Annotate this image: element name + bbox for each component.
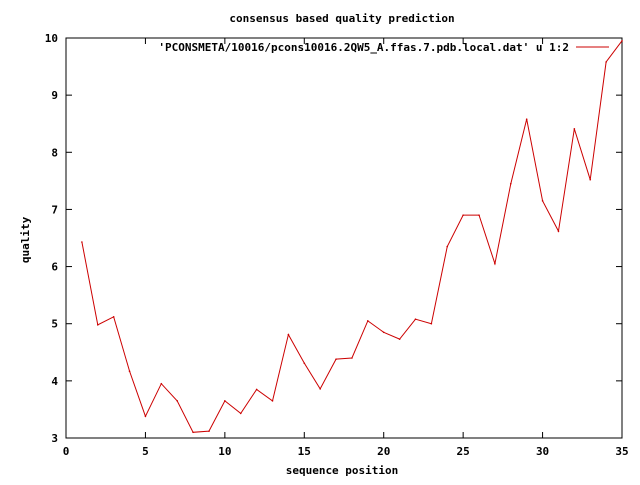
data-point: [208, 430, 210, 432]
series-line: [81, 40, 623, 433]
y-tick-label: 3: [51, 432, 58, 445]
data-point: [128, 370, 131, 372]
data-point: [160, 382, 163, 385]
x-tick-label: 10: [218, 445, 231, 458]
data-point: [573, 128, 576, 130]
data-point: [81, 241, 83, 243]
data-point: [557, 230, 560, 232]
axis-ticks: 0 5 10 15 20 25 30 35 3 4 5 6 7 8 9 10: [45, 32, 629, 458]
y-tick-label: 8: [51, 146, 58, 159]
data-point: [287, 333, 290, 336]
data-point: [462, 214, 464, 216]
y-tick-label: 9: [51, 89, 58, 102]
data-point: [112, 316, 115, 318]
data-point: [319, 388, 321, 390]
data-point: [239, 412, 242, 415]
legend-series-label: 'PCONSMETA/10016/pcons10016.2QW5_A.ffas.…: [158, 41, 569, 54]
x-tick-label: 15: [298, 445, 311, 458]
y-tick-label: 6: [51, 261, 58, 274]
data-point: [589, 178, 592, 181]
x-axis-label: sequence position: [286, 464, 399, 477]
y-tick-label: 4: [51, 375, 58, 388]
data-point: [430, 322, 433, 325]
data-point: [494, 262, 496, 265]
data-point: [621, 40, 623, 42]
data-point: [335, 358, 337, 360]
data-point: [510, 182, 512, 185]
x-tick-label: 25: [457, 445, 470, 458]
y-tick-label: 5: [51, 318, 58, 331]
data-point: [192, 431, 194, 434]
data-point: [367, 320, 369, 322]
data-point: [398, 338, 401, 340]
y-tick-label: 7: [51, 203, 58, 216]
data-point: [541, 200, 544, 202]
series-layer: [81, 40, 623, 434]
data-point: [351, 357, 353, 359]
plot-frame: [65, 37, 623, 439]
y-tick-label: 10: [45, 32, 58, 45]
x-tick-label: 30: [536, 445, 549, 458]
x-tick-label: 35: [615, 445, 628, 458]
data-point: [605, 61, 607, 63]
x-tick-label: 0: [63, 445, 70, 458]
data-point: [446, 245, 449, 248]
data-point: [525, 118, 528, 120]
data-point: [303, 362, 306, 364]
data-point: [255, 388, 258, 391]
data-point: [224, 400, 226, 402]
data-point: [271, 400, 274, 402]
data-point: [176, 400, 178, 402]
data-point: [382, 331, 385, 334]
data-point: [144, 415, 147, 418]
data-point: [478, 214, 480, 216]
chart-title: consensus based quality prediction: [229, 12, 454, 25]
x-tick-label: 20: [377, 445, 390, 458]
y-axis-label: quality: [19, 216, 32, 263]
data-point: [414, 318, 417, 320]
data-point: [96, 324, 99, 326]
legend: 'PCONSMETA/10016/pcons10016.2QW5_A.ffas.…: [158, 41, 609, 54]
x-tick-label: 5: [142, 445, 149, 458]
